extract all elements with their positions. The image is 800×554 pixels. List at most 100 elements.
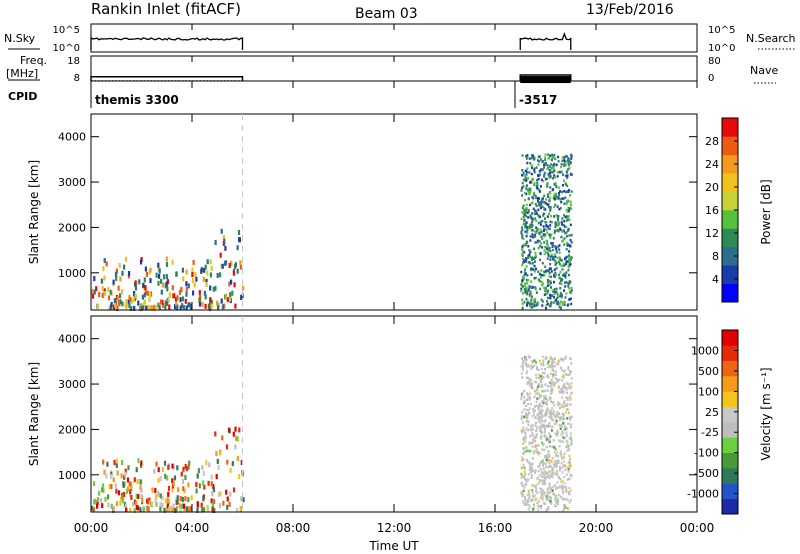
echo-cell (119, 276, 122, 282)
echo-cell (171, 487, 174, 493)
echo-cell (534, 298, 537, 301)
echo-cell (526, 167, 529, 170)
echo-cell (525, 445, 528, 449)
echo-cell (130, 305, 133, 311)
echo-cell (557, 493, 560, 497)
echo-cell (538, 412, 541, 416)
echo-cell (171, 285, 174, 291)
echo-cell (527, 245, 530, 248)
echo-cell (570, 438, 573, 441)
echo-cell (553, 268, 556, 272)
echo-cell (542, 363, 545, 367)
echo-cell (551, 475, 554, 478)
frequency-traces (90, 74, 572, 84)
echo-cell (521, 307, 524, 310)
echo-cell (117, 285, 120, 291)
echo-cell (547, 494, 549, 498)
echo-cell (526, 292, 529, 296)
range-tick-label: 1000 (58, 267, 86, 280)
echo-cell (563, 303, 566, 306)
echo-cell (537, 178, 540, 181)
echo-cell (192, 290, 195, 296)
echo-cell (521, 169, 524, 172)
echo-cell (532, 506, 535, 509)
echo-cell (569, 162, 572, 165)
echo-cell (561, 159, 564, 163)
echo-cell (526, 382, 529, 385)
echo-cell (531, 474, 533, 477)
echo-cell (552, 364, 555, 368)
echo-cell (558, 439, 561, 442)
echo-cell (541, 168, 543, 171)
echo-cell (531, 365, 533, 368)
echo-cell (548, 416, 551, 419)
colorbar-swatch (722, 406, 738, 423)
echo-cell (569, 423, 572, 426)
echo-cell (563, 202, 566, 205)
echo-cell (530, 256, 533, 260)
echo-cell (166, 279, 169, 285)
echo-cell (543, 249, 546, 252)
colorbar-swatch (722, 210, 738, 229)
echo-cell (533, 389, 536, 393)
echo-cell (130, 486, 133, 491)
echo-cell (570, 382, 573, 385)
echo-cell (570, 153, 573, 157)
echo-cell (546, 182, 549, 185)
echo-cell (551, 153, 554, 157)
echo-cell (559, 450, 562, 453)
echo-cell (119, 500, 122, 506)
echo-cell (543, 492, 546, 496)
echo-cell (530, 403, 532, 406)
echo-cell (561, 379, 564, 382)
echo-cell (554, 203, 557, 207)
echo-cell (525, 371, 528, 375)
echo-cell (542, 355, 545, 359)
echo-cell (540, 380, 542, 383)
echo-cell (560, 417, 563, 420)
echo-cell (539, 487, 542, 490)
echo-cell (522, 458, 525, 461)
colorbar-tick-label: 12 (705, 227, 719, 240)
colorbar-tick-label: 28 (705, 135, 719, 148)
echo-cell (565, 271, 568, 274)
echo-cell (559, 258, 562, 262)
echo-cell (546, 203, 549, 206)
echo-cell (547, 486, 550, 490)
echo-cell (554, 194, 557, 198)
echo-cell (526, 154, 529, 157)
echo-cell (569, 387, 571, 390)
echo-cell (555, 472, 558, 475)
echo-cell (549, 409, 552, 413)
echo-cell (117, 300, 120, 306)
echo-cell (548, 437, 551, 441)
echo-cell (533, 300, 536, 303)
echo-cell (568, 282, 571, 286)
echo-cell (554, 465, 557, 468)
echo-cell (554, 498, 557, 501)
echo-cell (538, 451, 541, 455)
echo-cell (526, 376, 528, 379)
echo-cell (112, 477, 115, 483)
echo-cell (523, 290, 526, 293)
echo-cell (204, 303, 207, 309)
echo-cell (551, 445, 554, 449)
echo-cell (187, 283, 190, 289)
echo-cell (181, 479, 185, 484)
echo-cell (181, 303, 184, 309)
echo-cell (524, 272, 527, 275)
echo-cell (206, 259, 209, 265)
echo-cell (537, 278, 540, 281)
echo-cell (545, 476, 548, 480)
echo-cell (565, 262, 568, 266)
echo-cell (544, 208, 547, 211)
echo-cell (523, 274, 526, 277)
echo-cell (552, 381, 555, 384)
echo-cell (520, 482, 523, 485)
echo-cell (537, 465, 540, 468)
echo-cell (533, 503, 535, 506)
echo-cell (539, 228, 542, 232)
echo-cell (556, 171, 559, 174)
echo-cell (524, 169, 527, 172)
